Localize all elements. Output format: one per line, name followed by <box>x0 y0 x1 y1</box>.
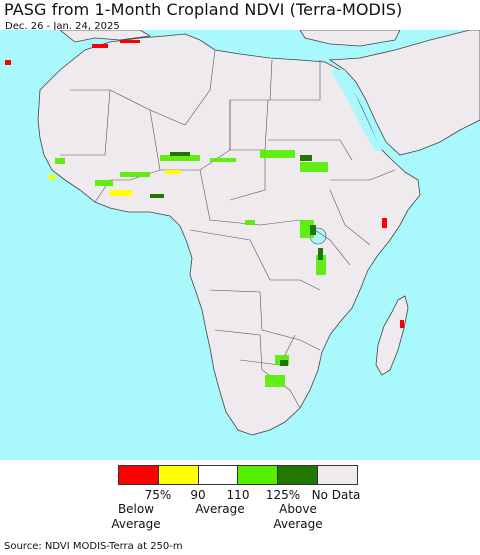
legend-below-line-1: Below <box>117 502 155 516</box>
date-range: Dec. 26 - Jan. 24, 2025 <box>5 21 120 32</box>
legend-swatch-below-75 <box>119 466 159 484</box>
legend-below-line-2: Average <box>111 517 161 531</box>
arabian-peninsula <box>328 30 480 156</box>
cropland-dark-green-patches <box>150 152 323 366</box>
turkey-area <box>299 30 401 47</box>
legend-above-average: Above Average <box>273 502 322 532</box>
africa-map <box>0 30 480 460</box>
legend-swatch-110-125 <box>238 466 279 484</box>
legend-swatch-75-90 <box>158 466 199 484</box>
africa-landmass <box>37 33 421 436</box>
legend-tick-75: 75% <box>144 488 172 502</box>
legend-swatch-90-110 <box>198 466 239 484</box>
map-title: PASG from 1-Month Cropland NDVI (Terra-M… <box>4 0 403 19</box>
legend-below-average: Below Average <box>111 502 160 532</box>
legend-swatch-above-125 <box>278 466 319 484</box>
red-sea <box>330 70 382 152</box>
legend-tick-no-data: No Data <box>311 488 361 502</box>
legend-tick-90: 90 <box>190 488 206 502</box>
legend-tick-110: 110 <box>226 488 250 502</box>
legend-swatch-no-data <box>318 466 357 484</box>
legend-average-label: Average <box>195 502 245 516</box>
legend-tick-125: 125% <box>265 488 301 502</box>
cropland-red-patches <box>5 40 404 328</box>
cropland-yellow-patches <box>48 170 181 196</box>
country-borders <box>60 49 396 409</box>
legend-above-line-1: Above <box>279 502 317 516</box>
legend-above-line-2: Average <box>273 517 323 531</box>
legend-average: Average <box>195 502 244 517</box>
legend-color-bar <box>118 465 358 485</box>
madagascar <box>375 295 409 376</box>
source-credit: Source: NDVI MODIS-Terra at 250-m <box>4 541 183 552</box>
